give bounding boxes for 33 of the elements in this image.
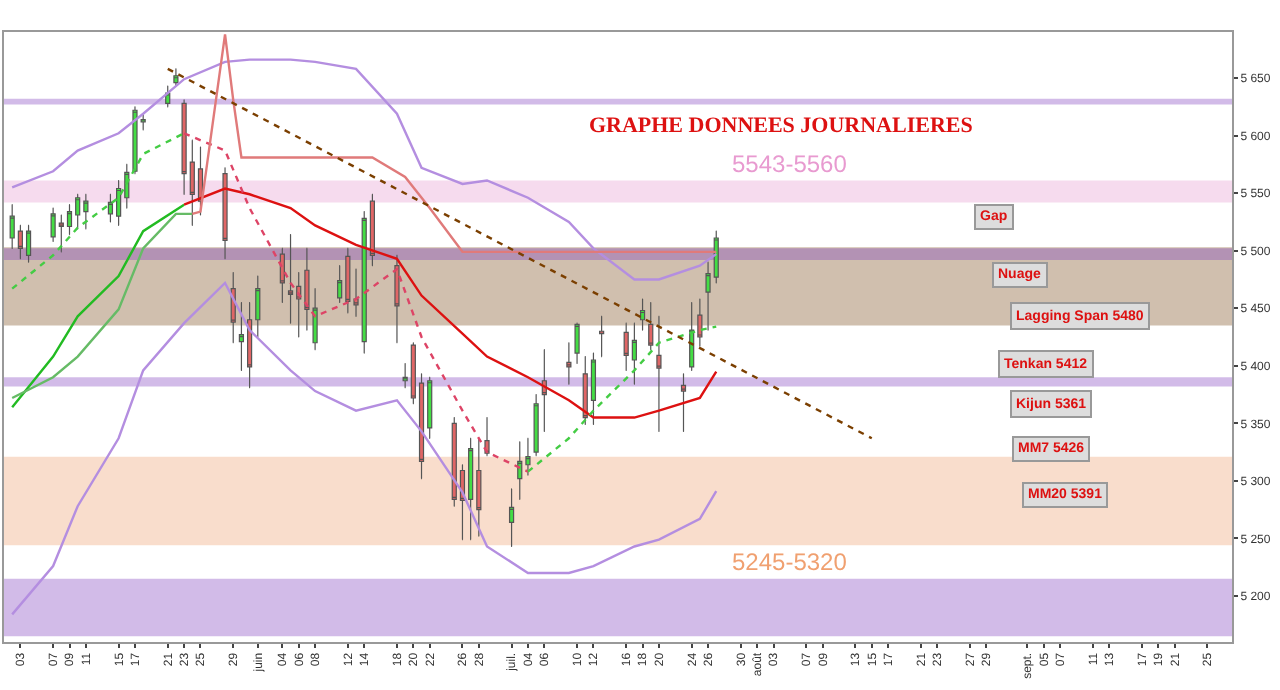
candlestick (639, 298, 646, 331)
candlestick (517, 441, 523, 500)
text: GRAPHE DONNEES JOURNALIERES (588, 113, 973, 138)
candlestick (680, 373, 687, 432)
band-label: 5245-5320 (732, 548, 848, 576)
candlestick (345, 247, 351, 314)
band-label: 5543-5560 (732, 150, 848, 178)
line-series (10, 132, 186, 290)
candlestick (222, 167, 228, 260)
candlestick (25, 224, 32, 263)
candlestick (173, 68, 179, 87)
candlestick (279, 247, 285, 304)
candlestick (132, 106, 138, 175)
candlestick (75, 193, 81, 230)
candlestick (590, 352, 597, 426)
candlestick (476, 437, 482, 537)
candlestick (582, 355, 588, 426)
candlestick (574, 322, 580, 365)
candlestick (656, 315, 662, 432)
candlestick (533, 393, 539, 457)
candlestick (508, 488, 515, 548)
candlestick (394, 254, 400, 344)
line-series (526, 325, 718, 473)
candlestick (631, 322, 637, 385)
candlestick (83, 193, 89, 230)
line-series (182, 132, 530, 473)
candlestick (541, 349, 547, 432)
candlestick (566, 342, 572, 385)
candlestick (599, 315, 605, 358)
line-series (10, 281, 718, 616)
candlestick (648, 301, 654, 351)
line-series (182, 187, 718, 419)
candlestick (468, 437, 474, 541)
